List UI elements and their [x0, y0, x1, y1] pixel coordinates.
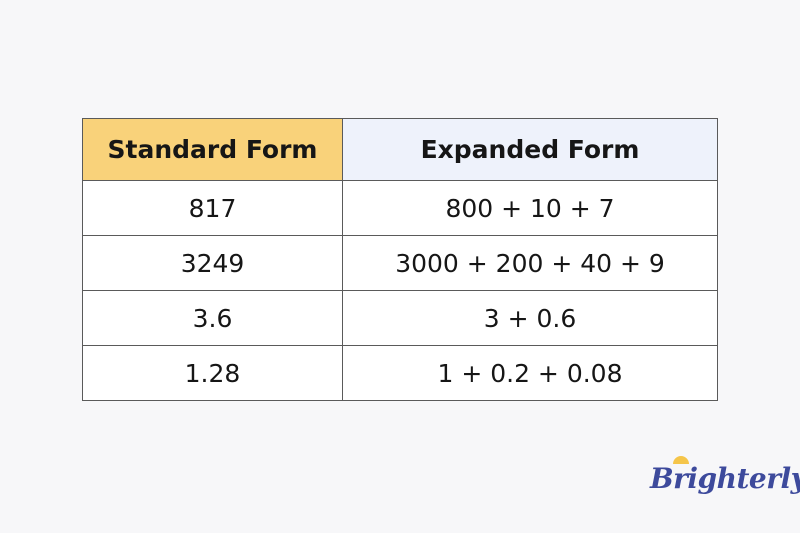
table-header-row: Standard Form Expanded Form — [82, 118, 718, 181]
expanded-cell: 3000 + 200 + 40 + 9 — [342, 235, 718, 291]
table-row: 3.6 3 + 0.6 — [82, 290, 718, 346]
sun-icon — [673, 456, 689, 464]
header-standard-form: Standard Form — [82, 118, 343, 181]
standard-cell: 817 — [82, 180, 343, 236]
table-row: 3249 3000 + 200 + 40 + 9 — [82, 235, 718, 291]
table-row: 817 800 + 10 + 7 — [82, 180, 718, 236]
standard-cell: 3249 — [82, 235, 343, 291]
standard-cell: 3.6 — [82, 290, 343, 346]
brighterly-logo: Brighterly — [650, 462, 800, 495]
table-row: 1.28 1 + 0.2 + 0.08 — [82, 345, 718, 401]
expanded-cell: 800 + 10 + 7 — [342, 180, 718, 236]
expanded-cell: 1 + 0.2 + 0.08 — [342, 345, 718, 401]
header-expanded-form: Expanded Form — [342, 118, 718, 181]
expanded-cell: 3 + 0.6 — [342, 290, 718, 346]
standard-cell: 1.28 — [82, 345, 343, 401]
standard-expanded-form-table: Standard Form Expanded Form 817 800 + 10… — [82, 118, 718, 401]
